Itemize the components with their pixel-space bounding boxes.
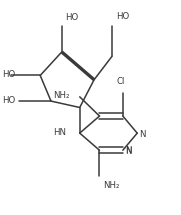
Text: NH₂: NH₂	[103, 181, 120, 190]
Text: N: N	[125, 147, 131, 156]
Text: HO: HO	[116, 12, 129, 21]
Text: N: N	[125, 146, 131, 155]
Text: N: N	[139, 130, 146, 139]
Text: HN: HN	[53, 127, 66, 137]
Text: HO: HO	[65, 13, 79, 22]
Text: HO: HO	[3, 70, 16, 79]
Text: HO: HO	[3, 95, 16, 104]
Text: NH₂: NH₂	[53, 91, 69, 100]
Text: Cl: Cl	[117, 77, 125, 86]
